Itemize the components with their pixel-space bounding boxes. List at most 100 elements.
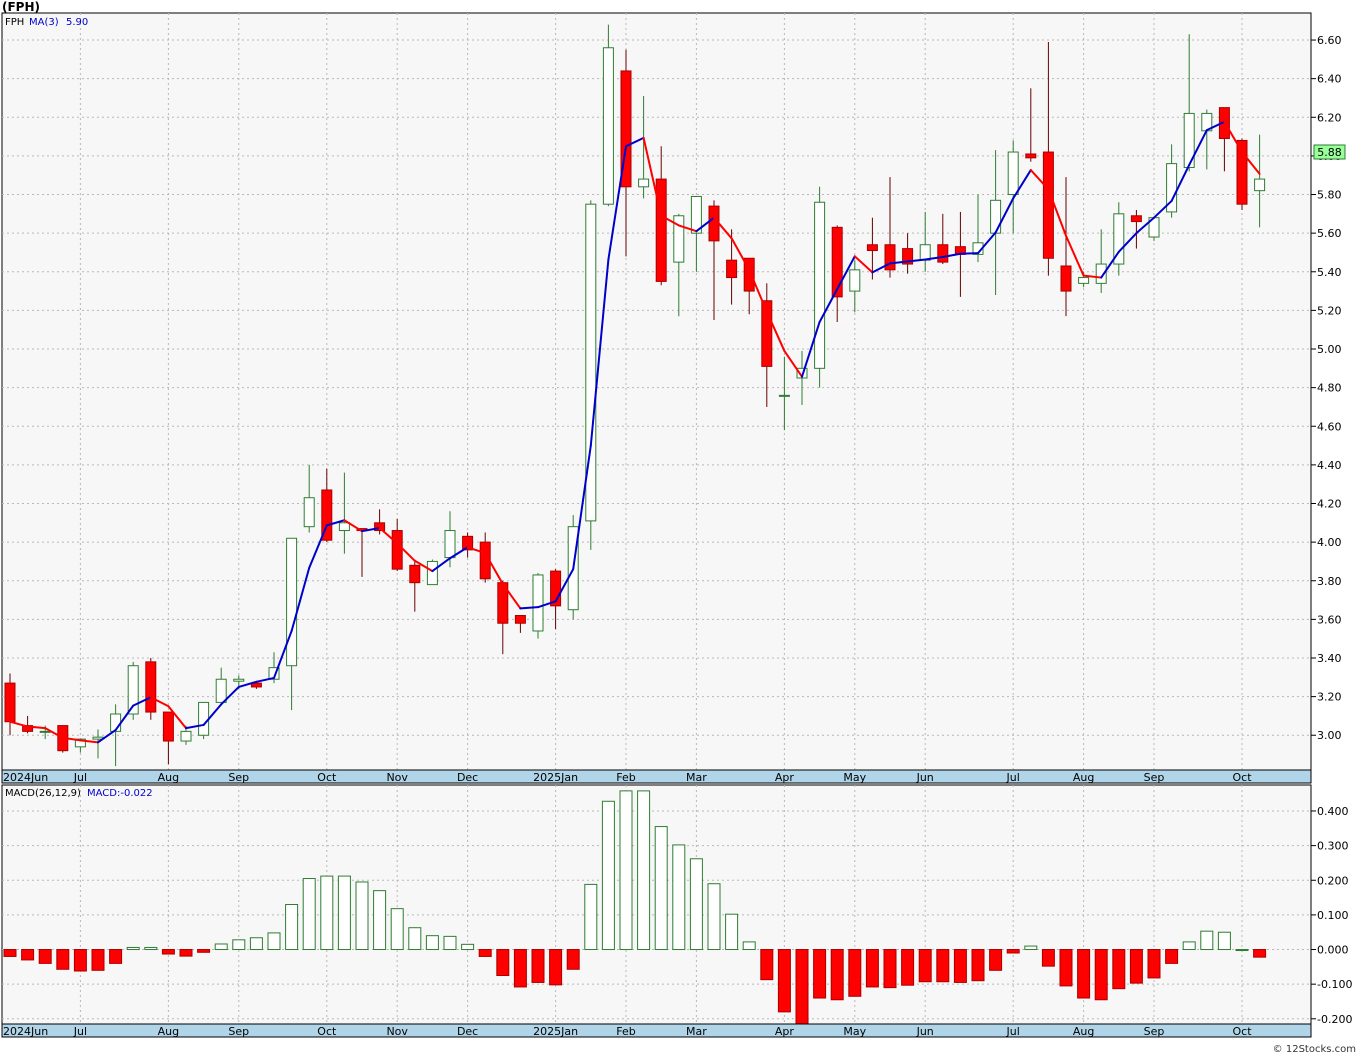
date-tick-label: Sep: [228, 1025, 249, 1038]
date-tick-label: Jul: [73, 771, 87, 784]
date-tick-label: Aug: [1073, 1025, 1094, 1038]
price-panel: [1, 12, 1312, 771]
ma-segment: [853, 255, 874, 274]
ma-segment: [343, 519, 363, 533]
date-tick-label: Jul: [73, 1025, 87, 1038]
ma-segment: [713, 216, 733, 240]
candle: [127, 661, 139, 720]
macd-bar: [918, 949, 932, 983]
ma-segment: [660, 214, 680, 227]
ma-segment: [413, 559, 434, 573]
candle-body: [1183, 112, 1195, 168]
ma-segment: [625, 136, 645, 148]
macd-bar: [531, 949, 545, 983]
date-tick-label: Feb: [616, 771, 635, 784]
candle: [831, 225, 843, 322]
macd-tick-label: -0.200: [1317, 1013, 1352, 1026]
macd-tick-label: 0.200: [1317, 874, 1349, 887]
price-date-axis: [1, 769, 1312, 784]
macd-bar: [1147, 949, 1161, 979]
ma-segment: [308, 524, 328, 569]
ma-segment: [1012, 169, 1032, 200]
ma-segment: [132, 696, 152, 707]
candle-body: [338, 522, 350, 532]
ma-segment: [1029, 169, 1050, 191]
candle-body: [391, 530, 403, 570]
candle: [673, 213, 685, 317]
candle: [585, 200, 597, 550]
macd-bar: [197, 949, 211, 953]
date-tick-label: Oct: [317, 1025, 337, 1038]
price-tick-label: 3.20: [1317, 691, 1342, 704]
macd-grid: [2, 785, 1311, 1024]
candle-body: [1113, 213, 1125, 265]
macd-bar: [760, 949, 774, 981]
macd-bar: [971, 949, 985, 982]
candle: [1183, 34, 1195, 172]
candle: [1025, 88, 1037, 162]
candle: [462, 532, 474, 558]
ma-segment: [114, 704, 135, 732]
macd-bar: [566, 949, 580, 970]
candle-body: [374, 522, 386, 532]
ma-segment: [924, 255, 944, 261]
candle-body: [550, 570, 562, 607]
ma-segment: [1223, 120, 1243, 154]
candle-body: [321, 489, 333, 541]
ma-segment: [61, 736, 82, 742]
date-tick-label: Aug: [158, 771, 179, 784]
ma-segment: [79, 739, 99, 744]
macd-bar: [126, 946, 140, 951]
macd-bar: [1059, 949, 1073, 987]
ma-segment: [519, 606, 539, 610]
date-tick-label: Apr: [775, 771, 795, 784]
price-tick-label: 4.80: [1317, 382, 1342, 395]
macd-bar: [91, 949, 105, 971]
price-tick-label: 5.00: [1317, 343, 1342, 356]
macd-bar: [56, 949, 70, 970]
candle: [602, 24, 614, 207]
candle-body: [866, 244, 878, 252]
macd-bar: [654, 826, 668, 951]
ma-segment: [906, 258, 927, 263]
macd-bar: [285, 904, 299, 951]
ma-segment: [1170, 163, 1191, 202]
price-tick-label: 5.60: [1317, 227, 1342, 240]
ma-segment: [1188, 129, 1208, 166]
ma-segment: [1065, 234, 1085, 277]
ma-segment: [1135, 216, 1155, 235]
macd-date-axis: [1, 1023, 1312, 1038]
macd-bar: [267, 932, 281, 951]
ma-segment: [783, 349, 803, 378]
candle-body: [1254, 178, 1266, 192]
macd-tick-label: 0.100: [1317, 909, 1349, 922]
ma-segment: [501, 582, 522, 610]
candle-body: [127, 665, 139, 715]
price-tick-label: 5.40: [1317, 266, 1342, 279]
macd-bar: [813, 949, 827, 999]
candle: [796, 350, 808, 406]
macd-bar: [232, 939, 246, 951]
ma-segment: [378, 526, 399, 545]
date-tick-label: Jul: [1006, 1025, 1020, 1038]
ma-segment: [1117, 232, 1138, 253]
candle: [1007, 140, 1019, 234]
ma-segment: [572, 444, 592, 571]
macd-legend: MACD(26,12,9): [5, 788, 81, 799]
macd-tick-label: -0.100: [1317, 978, 1352, 991]
candle-body: [233, 678, 245, 682]
candle-body: [426, 560, 438, 586]
macd-bar: [601, 800, 615, 951]
candle-body: [1060, 265, 1072, 292]
macd-bar: [777, 949, 791, 1013]
macd-bar: [795, 949, 809, 1025]
macd-bar: [742, 941, 756, 951]
macd-bar: [179, 949, 193, 957]
candle-body: [1095, 263, 1107, 284]
macd-bar: [1077, 949, 1091, 999]
candle: [532, 573, 544, 639]
date-tick-label: Dec: [457, 771, 478, 784]
ma-segment: [977, 231, 997, 255]
price-tick-label: 5.20: [1317, 304, 1342, 317]
macd-bar: [1041, 949, 1055, 967]
